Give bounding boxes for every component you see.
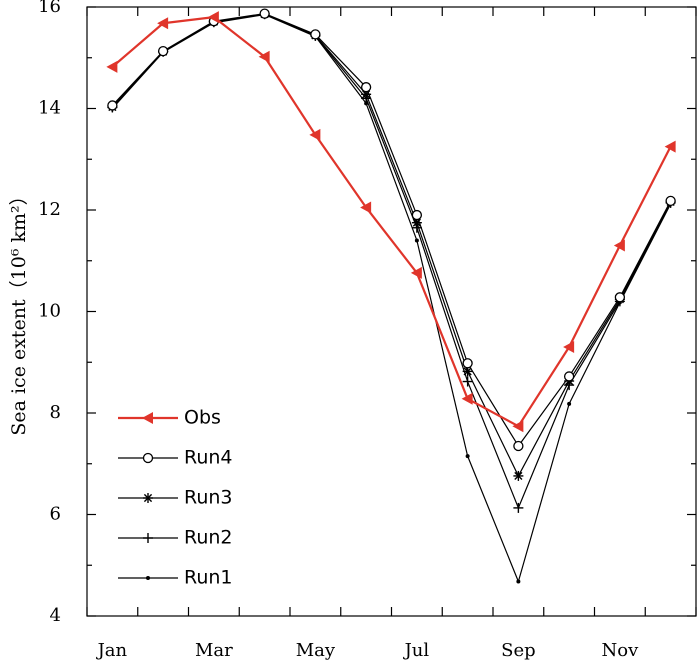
y-tick-label: 4 (50, 605, 61, 626)
data-point-circle (259, 8, 270, 19)
data-point-circle (310, 29, 321, 40)
series-line-run4 (111, 13, 672, 447)
series-run4 (107, 8, 676, 452)
legend: Obs Run4 Run3 Run2 Run1 (118, 407, 233, 589)
data-point-dot (414, 238, 419, 243)
data-point-triangle-left (461, 392, 473, 405)
data-point-triangle-left (563, 341, 575, 354)
data-point-triangle-left (664, 140, 676, 153)
data-point-triangle-left (106, 60, 118, 73)
series-line-run2 (111, 13, 672, 509)
data-point-asterisk (143, 493, 153, 503)
legend-label: Run3 (184, 487, 233, 509)
data-point-circle (614, 292, 626, 303)
y-tick-label: 6 (50, 504, 61, 525)
data-point-triangle-left (157, 17, 169, 30)
y-tick-label: 10 (38, 301, 61, 322)
data-point-triangle-left (142, 412, 153, 424)
data-point-dot (146, 576, 150, 580)
legend-label: Run1 (184, 567, 233, 589)
data-point-asterisk (513, 470, 524, 481)
data-point-dot (465, 454, 470, 459)
data-point-circle (411, 209, 423, 221)
data-point-circle (462, 358, 473, 369)
x-tick-label: Jul (403, 640, 430, 661)
data-point-circle (360, 82, 372, 93)
legend-label: Run4 (184, 447, 233, 469)
data-point-circle (665, 195, 676, 207)
data-point-circle (157, 46, 169, 57)
plot-frame (86, 6, 697, 617)
data-point-triangle-left (410, 266, 422, 279)
legend-item-run3: Run3 (118, 487, 233, 509)
series-layer (106, 8, 676, 584)
axis-ticks (86, 6, 697, 617)
x-tick-label: Mar (195, 640, 233, 661)
data-point-plus (143, 533, 153, 543)
series-obs (106, 11, 676, 433)
y-axis-label: Sea ice extent（10⁶ km²） (8, 186, 30, 435)
y-tick-label: 12 (38, 199, 61, 220)
x-tick-label: May (296, 640, 336, 661)
data-point-plus (462, 376, 473, 387)
data-point-triangle-left (207, 11, 219, 24)
data-point-circle (563, 371, 575, 382)
data-point-dot (567, 401, 572, 406)
legend-label: Run2 (184, 527, 233, 549)
legend-label: Obs (184, 407, 221, 429)
x-tick-label: Nov (601, 640, 639, 661)
data-point-circle (142, 452, 154, 464)
data-point-triangle-left (613, 239, 625, 252)
x-tick-label: Jan (96, 640, 128, 661)
y-tick-label: 16 (38, 0, 61, 17)
data-point-circle (107, 100, 118, 111)
legend-item-run4: Run4 (118, 447, 233, 469)
data-point-triangle-left (360, 201, 372, 214)
legend-item-run2: Run2 (118, 527, 233, 549)
data-point-triangle-left (309, 128, 321, 141)
y-tick-labels: 4 6 8 10 12 14 16 (38, 0, 61, 626)
legend-item-obs: Obs (118, 407, 221, 429)
x-tick-label: Sep (501, 640, 536, 661)
legend-item-run1: Run1 (118, 567, 233, 589)
series-run2 (107, 9, 676, 513)
data-point-circle (513, 440, 524, 452)
y-tick-label: 8 (50, 402, 61, 423)
series-line-obs (111, 16, 672, 428)
x-tick-labels: Jan Mar May Jul Sep Nov (96, 640, 639, 661)
data-point-dot (516, 579, 521, 584)
y-tick-label: 14 (38, 98, 61, 119)
data-point-triangle-left (512, 420, 524, 433)
data-point-plus (513, 502, 524, 513)
data-point-triangle-left (258, 50, 270, 63)
